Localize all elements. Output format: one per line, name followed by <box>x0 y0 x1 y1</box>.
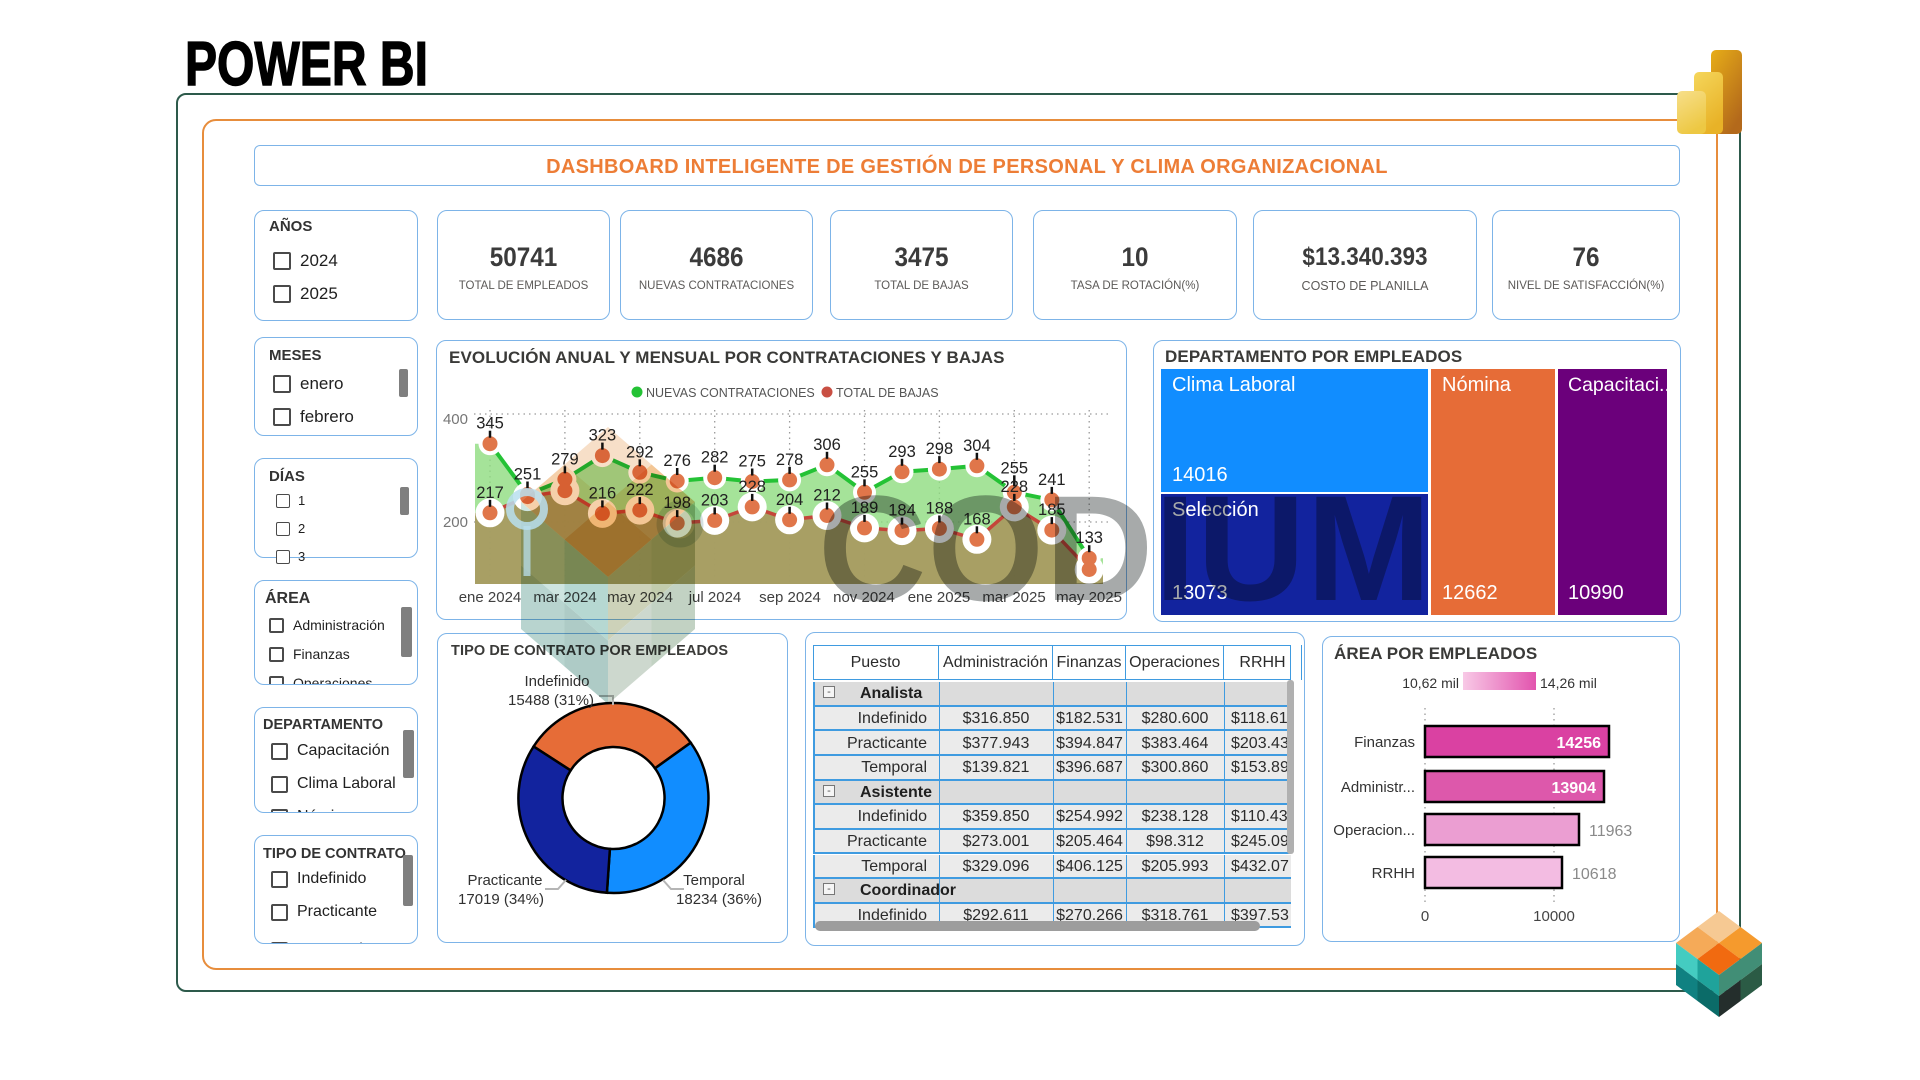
svg-text:13904: 13904 <box>1552 780 1597 797</box>
svg-text:jul 2024: jul 2024 <box>688 589 742 606</box>
svg-text:306: 306 <box>813 436 841 454</box>
svg-text:200: 200 <box>443 514 468 531</box>
svg-text:RRHH: RRHH <box>1372 865 1415 882</box>
svg-text:241: 241 <box>1038 471 1066 489</box>
svg-text:275: 275 <box>738 453 766 471</box>
svg-text:204: 204 <box>776 491 804 509</box>
svg-text:255: 255 <box>851 463 879 481</box>
svg-text:168: 168 <box>963 510 991 528</box>
svg-text:17019 (34%): 17019 (34%) <box>458 891 544 908</box>
svg-text:10000: 10000 <box>1533 908 1575 925</box>
svg-text:14256: 14256 <box>1557 735 1602 752</box>
svg-text:133: 133 <box>1075 529 1103 547</box>
svg-text:mar 2025: mar 2025 <box>982 589 1045 606</box>
svg-text:189: 189 <box>851 499 879 517</box>
svg-text:0: 0 <box>1421 908 1429 925</box>
svg-text:sep 2024: sep 2024 <box>759 589 821 606</box>
svg-text:185: 185 <box>1038 501 1066 519</box>
svg-text:Practicante: Practicante <box>467 872 542 889</box>
svg-text:ene 2024: ene 2024 <box>459 589 522 606</box>
svg-text:10618: 10618 <box>1572 866 1617 883</box>
svg-text:Administr...: Administr... <box>1341 779 1415 796</box>
svg-text:278: 278 <box>776 451 804 469</box>
svg-text:10,62 mil: 10,62 mil <box>1402 675 1459 691</box>
svg-text:11963: 11963 <box>1589 823 1632 840</box>
svg-text:nov 2024: nov 2024 <box>833 589 895 606</box>
svg-text:may 2025: may 2025 <box>1056 589 1122 606</box>
svg-text:18234 (36%): 18234 (36%) <box>676 891 762 908</box>
svg-text:298: 298 <box>926 440 954 458</box>
svg-text:ene 2025: ene 2025 <box>908 589 971 606</box>
svg-text:255: 255 <box>1001 459 1029 477</box>
svg-text:Operacion...: Operacion... <box>1333 822 1415 839</box>
svg-text:293: 293 <box>888 443 916 461</box>
svg-text:228: 228 <box>738 478 766 496</box>
svg-text:304: 304 <box>963 437 991 455</box>
svg-text:228: 228 <box>1001 478 1029 496</box>
svg-text:282: 282 <box>701 449 729 467</box>
svg-text:TOTAL DE BAJAS: TOTAL DE BAJAS <box>836 386 939 400</box>
svg-text:345: 345 <box>476 415 504 433</box>
svg-text:184: 184 <box>888 502 916 520</box>
svg-text:212: 212 <box>813 487 841 505</box>
svg-text:217: 217 <box>476 484 504 502</box>
svg-text:400: 400 <box>443 411 468 428</box>
svg-text:14,26 mil: 14,26 mil <box>1540 675 1597 691</box>
svg-text:Finanzas: Finanzas <box>1354 734 1415 751</box>
svg-text:188: 188 <box>926 500 954 518</box>
svg-text:NUEVAS CONTRATACIONES: NUEVAS CONTRATACIONES <box>646 386 815 400</box>
svg-text:203: 203 <box>701 491 729 509</box>
svg-text:Temporal: Temporal <box>683 872 745 889</box>
